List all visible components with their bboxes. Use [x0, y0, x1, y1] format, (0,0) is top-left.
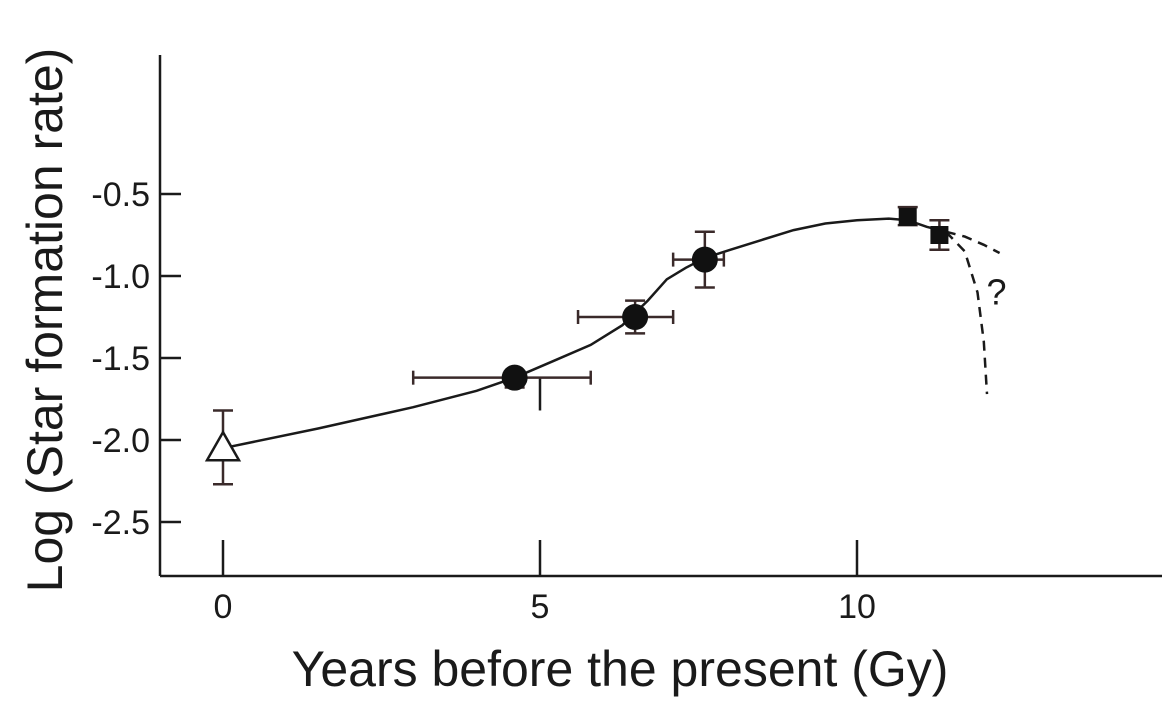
circle-marker: [691, 246, 718, 273]
x-axis-title: Years before the present (Gy): [292, 641, 949, 697]
y-tick-label: -0.5: [91, 176, 150, 214]
dashed-branch: [944, 230, 989, 395]
data-point: [929, 218, 950, 252]
data-point: [411, 364, 592, 391]
data-point: [897, 205, 918, 227]
y-tick-label: -2.5: [91, 504, 150, 542]
x-tick-label: 5: [531, 588, 550, 626]
y-tick-label: -1.5: [91, 340, 150, 378]
data-point: [671, 230, 726, 289]
plot-area: ?: [204, 205, 1006, 486]
axis-ticks: -0.5 -1.0 -1.5 -2.0 -2.5 0 5 10: [91, 176, 876, 626]
data-point: [204, 409, 242, 486]
data-point: [576, 299, 675, 335]
question-annotation: ?: [986, 271, 1006, 312]
y-tick-label: -2.0: [91, 422, 150, 460]
x-tick-label: 0: [214, 588, 233, 626]
square-marker: [930, 226, 949, 244]
trend-curve: [222, 217, 947, 450]
dashed-branch: [945, 230, 1001, 255]
square-marker: [898, 207, 917, 226]
x-tick-label: 10: [838, 588, 876, 626]
triangle-marker: [204, 429, 242, 462]
y-axis-title: Log (Star formation rate): [17, 48, 73, 593]
circle-marker: [501, 364, 528, 391]
y-tick-label: -1.0: [91, 258, 150, 296]
circle-marker: [622, 304, 649, 330]
